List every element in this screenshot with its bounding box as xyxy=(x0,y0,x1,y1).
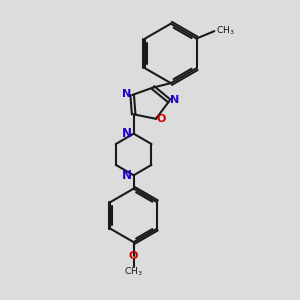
Text: N: N xyxy=(122,127,132,140)
Text: O: O xyxy=(157,114,166,124)
Text: N: N xyxy=(122,89,131,99)
Text: O: O xyxy=(129,251,138,261)
Text: CH$_3$: CH$_3$ xyxy=(124,266,143,278)
Text: N: N xyxy=(170,95,179,105)
Text: CH$_3$: CH$_3$ xyxy=(216,24,235,37)
Text: N: N xyxy=(122,169,132,182)
